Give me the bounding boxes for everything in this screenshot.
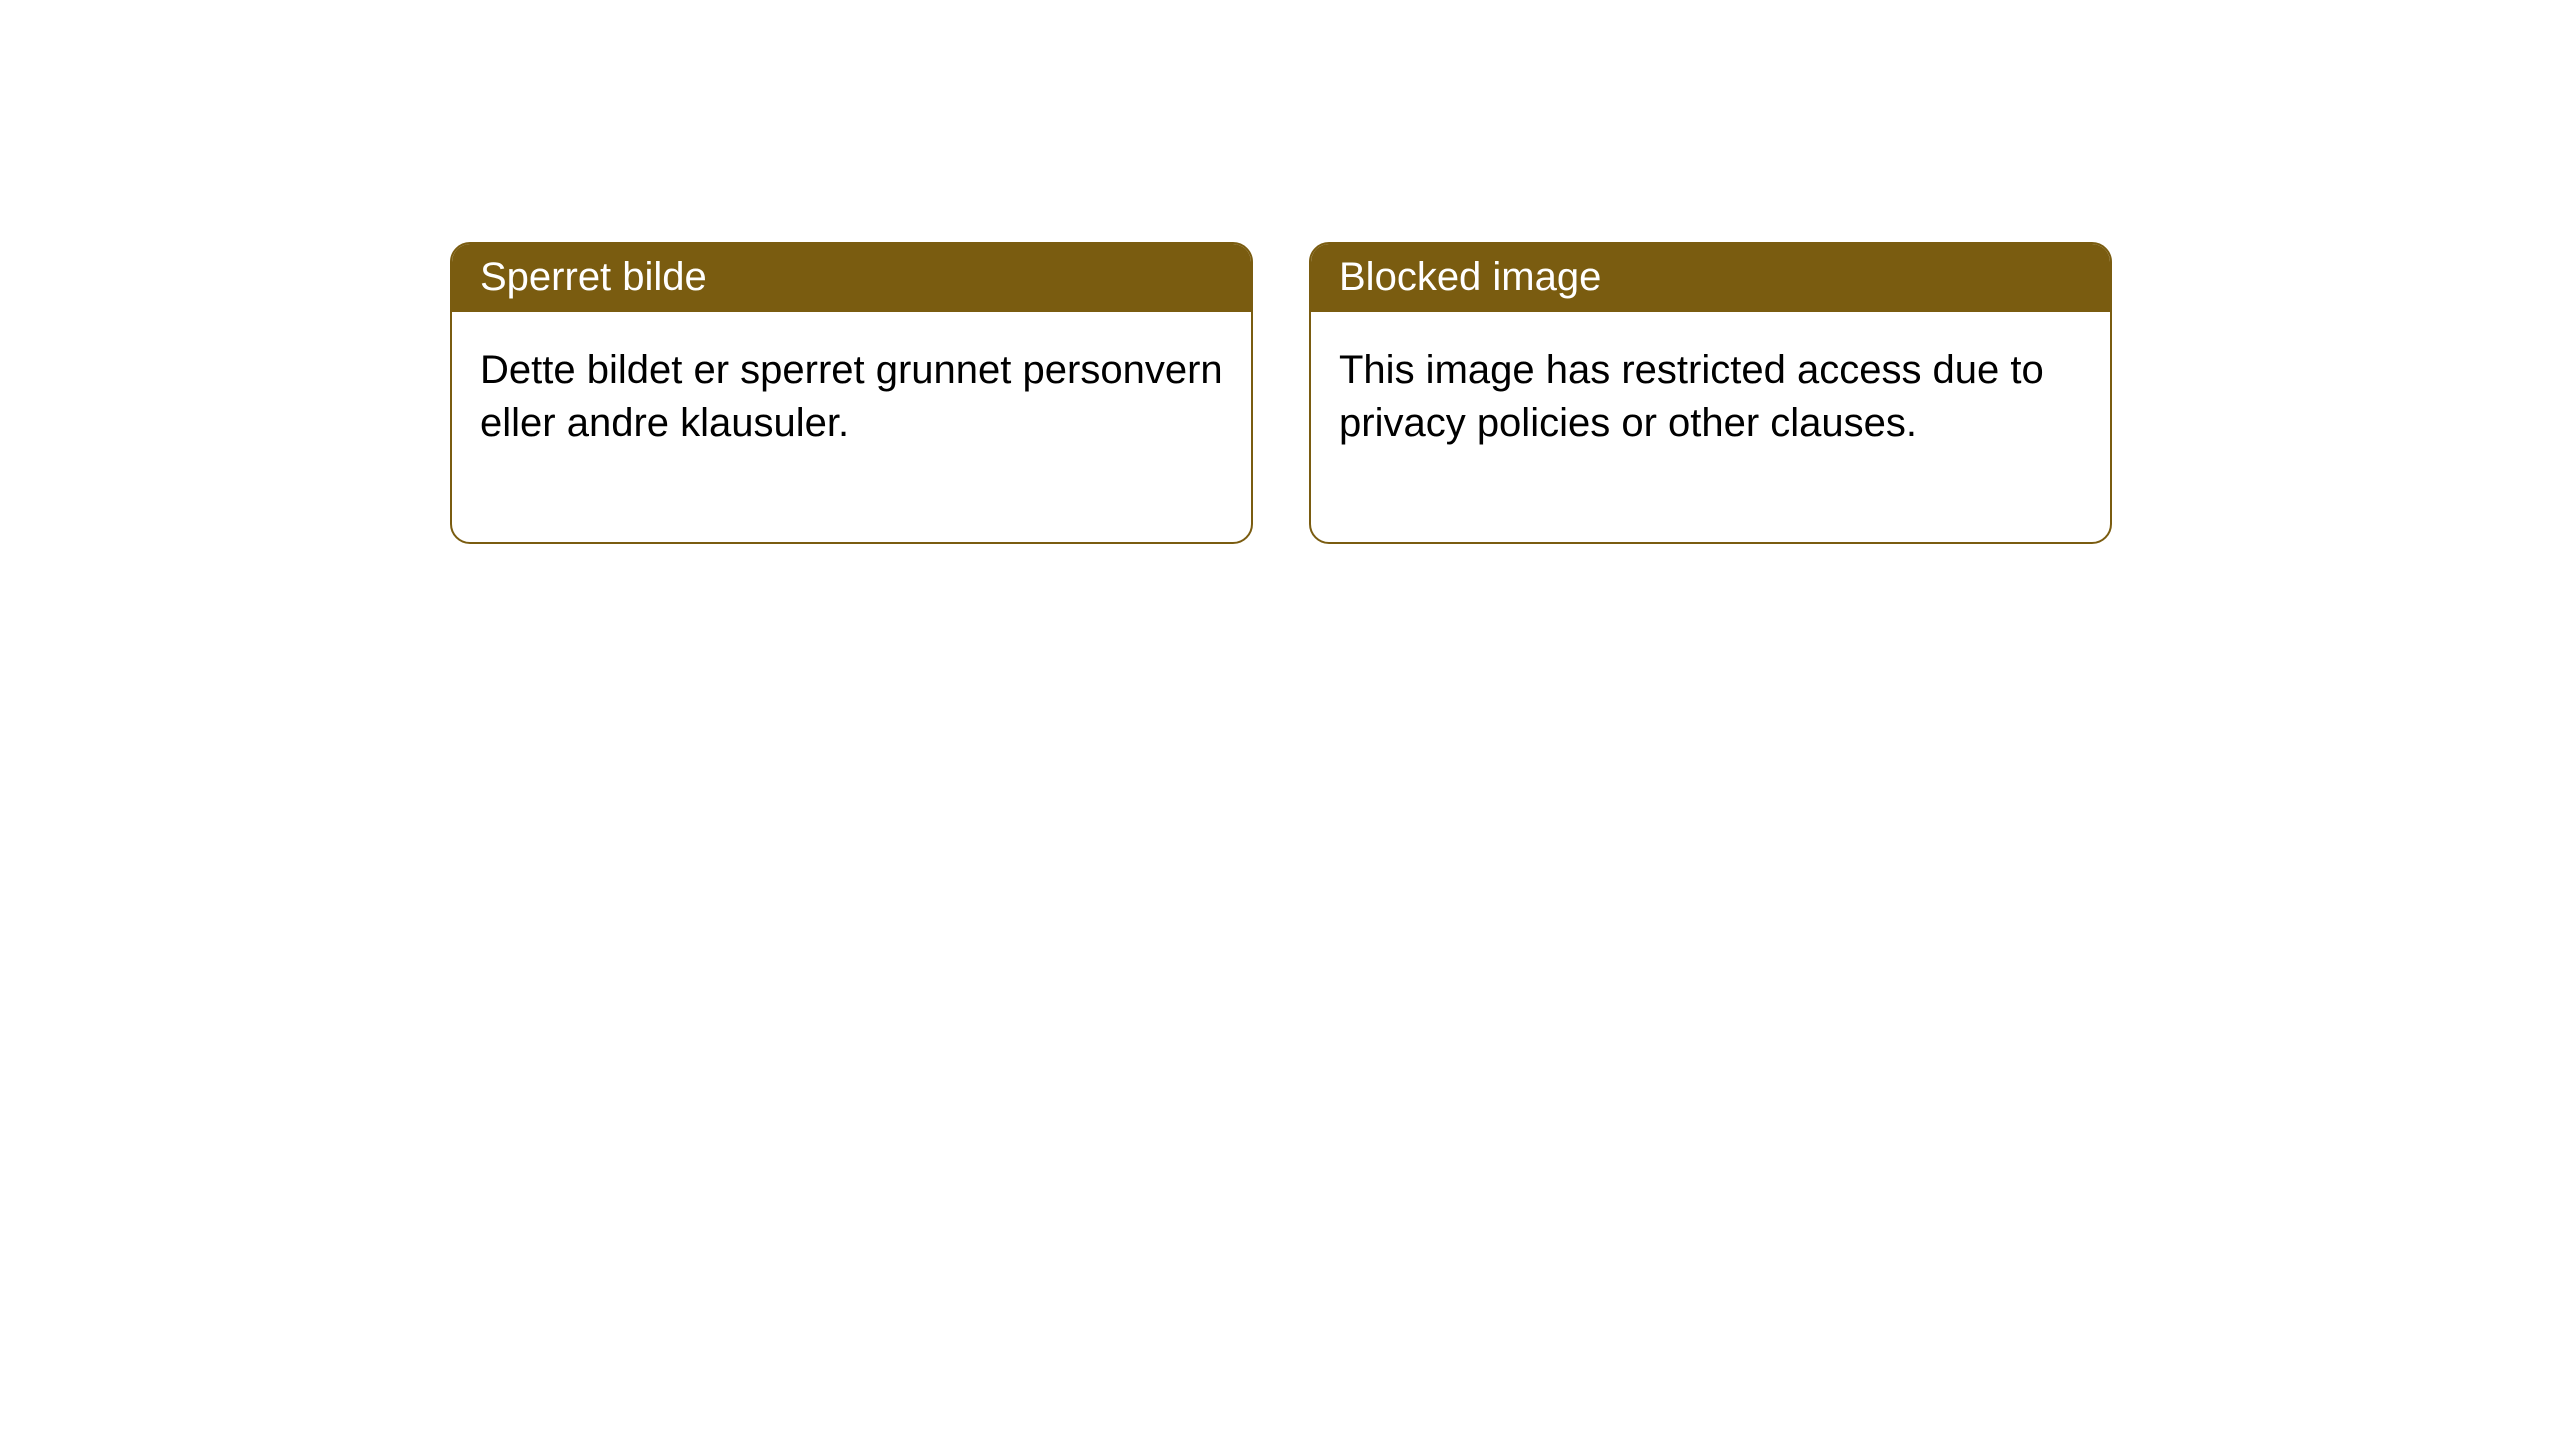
card-body-norwegian: Dette bildet er sperret grunnet personve… [452, 312, 1251, 542]
card-message-english: This image has restricted access due to … [1339, 348, 2044, 445]
blocked-image-card-norwegian: Sperret bilde Dette bildet er sperret gr… [450, 242, 1253, 544]
blocked-image-card-english: Blocked image This image has restricted … [1309, 242, 2112, 544]
card-body-english: This image has restricted access due to … [1311, 312, 2110, 542]
card-title-english: Blocked image [1339, 255, 1601, 299]
card-header-english: Blocked image [1311, 244, 2110, 312]
card-message-norwegian: Dette bildet er sperret grunnet personve… [480, 348, 1223, 445]
card-header-norwegian: Sperret bilde [452, 244, 1251, 312]
card-title-norwegian: Sperret bilde [480, 255, 707, 299]
blocked-image-notices: Sperret bilde Dette bildet er sperret gr… [450, 242, 2112, 544]
